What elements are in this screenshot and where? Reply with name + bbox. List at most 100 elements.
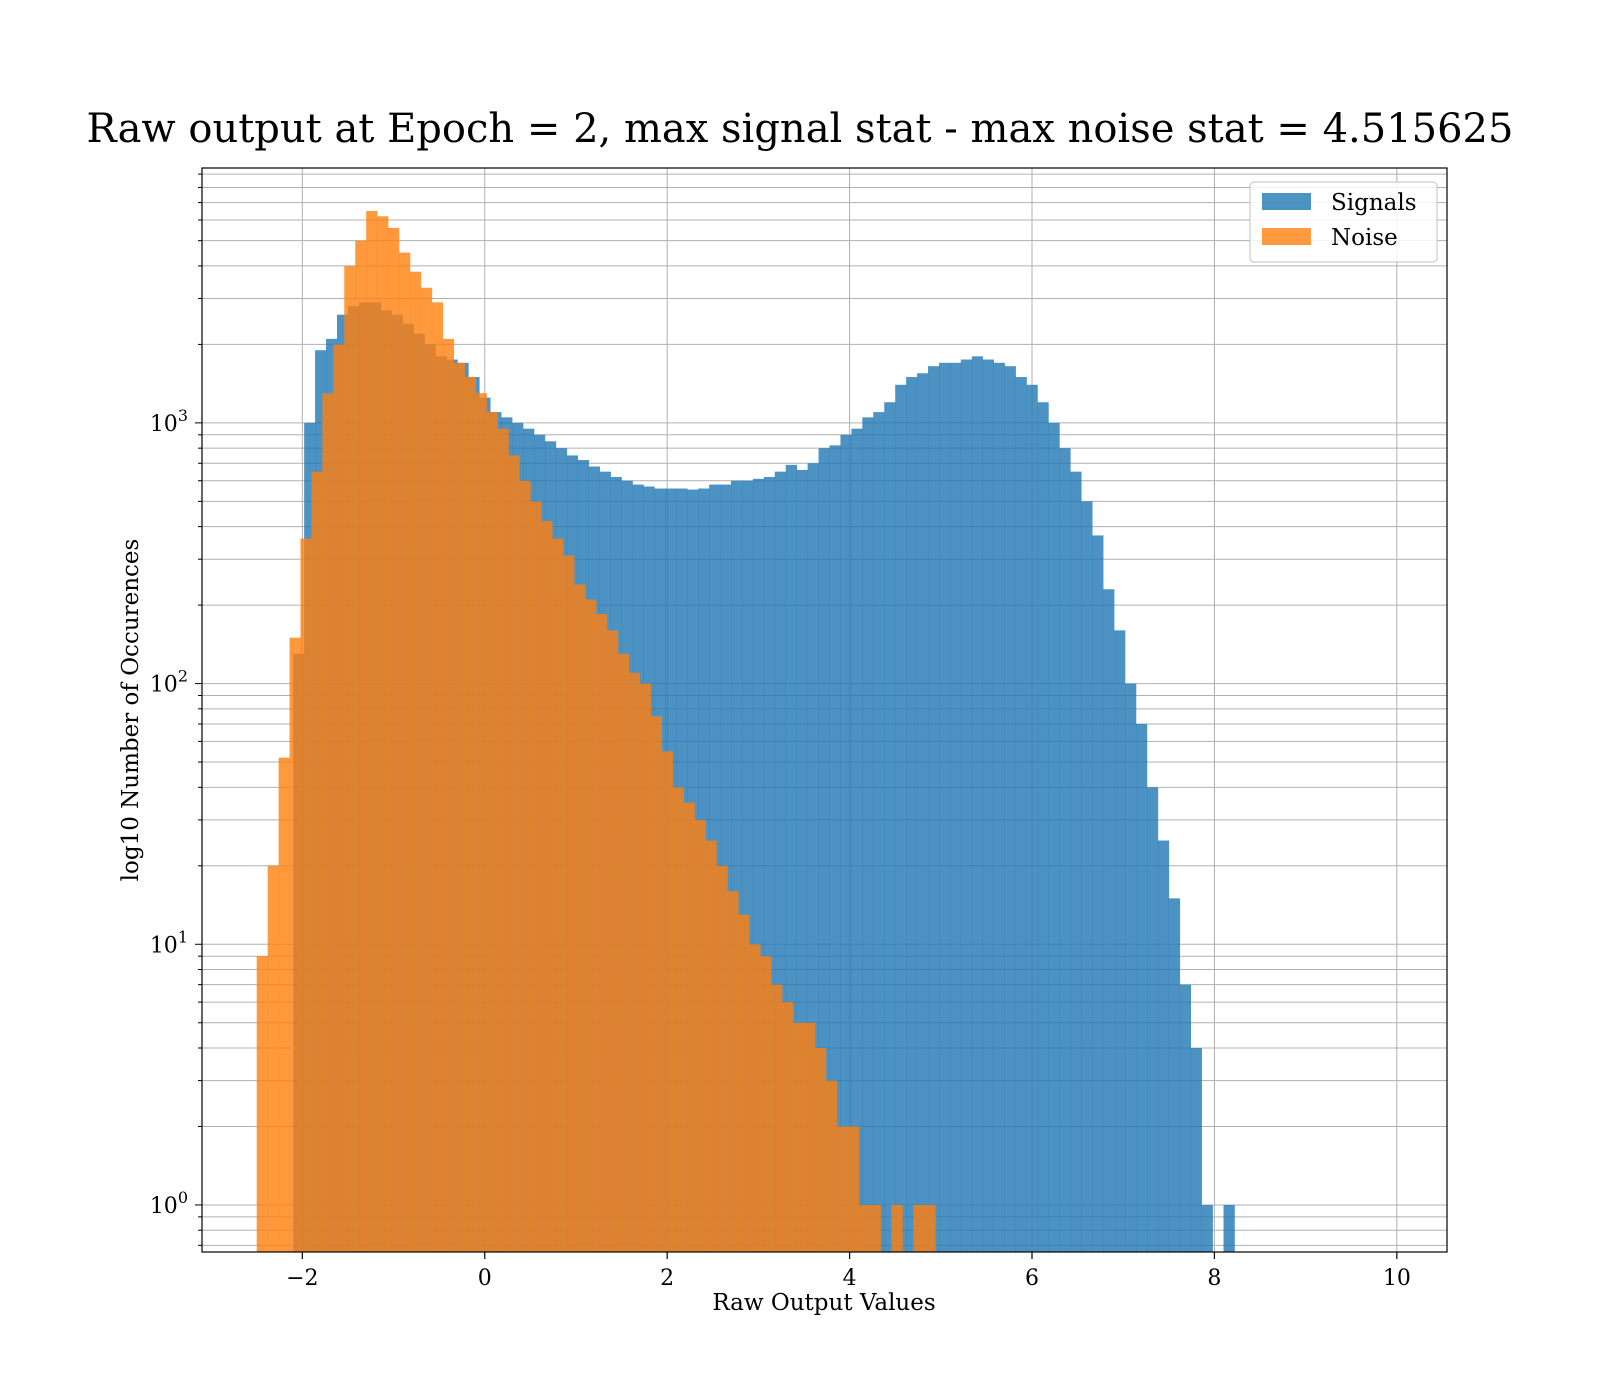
histogram-bar-noise xyxy=(771,984,783,1252)
histogram-bar-noise xyxy=(705,840,717,1252)
histogram-bar-signals xyxy=(851,428,863,1252)
histogram-bar-noise xyxy=(891,1204,903,1252)
histogram-bar-noise xyxy=(585,599,597,1252)
legend-swatch-noise xyxy=(1262,228,1311,245)
histogram-bar-signals xyxy=(840,434,852,1252)
histogram-bar-noise xyxy=(803,1022,816,1252)
histogram-bar-noise xyxy=(628,672,641,1252)
legend: Signals Noise xyxy=(1249,181,1438,263)
histogram-bar-signals xyxy=(807,463,819,1252)
histogram-bar-noise xyxy=(289,637,301,1252)
histogram-bar-noise xyxy=(541,521,553,1252)
histogram-bar-noise xyxy=(814,1048,827,1252)
histogram-bar-noise xyxy=(431,302,444,1253)
histogram-bar-signals xyxy=(1135,723,1148,1252)
histogram-bar-noise xyxy=(256,956,268,1252)
histogram-bar-noise xyxy=(420,287,433,1253)
histogram-bar-signals xyxy=(1114,630,1126,1252)
histogram-bar-signals xyxy=(1146,787,1159,1252)
histogram-bar-noise xyxy=(530,501,542,1252)
histogram-bar-noise xyxy=(617,653,630,1252)
x-tick-label: −2 xyxy=(286,1266,318,1291)
x-axis-label: Raw Output Values xyxy=(712,1290,935,1316)
y-tick-label: 102 xyxy=(150,667,188,698)
histogram-bar-noise xyxy=(825,1080,838,1252)
histogram-bar-signals xyxy=(1015,376,1027,1253)
plot-frame xyxy=(201,167,1448,1253)
histogram-bar-noise xyxy=(661,751,673,1252)
histogram-bar-signals xyxy=(1004,366,1016,1252)
histogram-bar-signals xyxy=(774,471,787,1252)
histogram-bar-noise xyxy=(563,555,575,1252)
histogram-bar-noise xyxy=(858,1204,870,1252)
x-tick-label: 0 xyxy=(478,1266,492,1291)
histogram-bar-signals xyxy=(1125,683,1137,1252)
axis-ticks: −2 0 2 4 6 8 10 100 101 102 103 xyxy=(150,173,1411,1291)
histogram-bar-signals xyxy=(818,448,830,1252)
histogram-bar-signals xyxy=(917,373,929,1252)
series-noise xyxy=(256,210,936,1253)
histogram-bar-signals xyxy=(949,362,962,1252)
histogram-bar-noise xyxy=(278,757,290,1252)
chart-title: Raw output at Epoch = 2, max signal stat… xyxy=(87,106,1514,152)
histogram-bar-noise xyxy=(344,265,356,1252)
y-tick-label: 101 xyxy=(150,927,188,958)
histogram-bar-signals xyxy=(1059,448,1071,1252)
histogram-bar-signals xyxy=(1048,422,1060,1252)
legend-label-noise: Noise xyxy=(1331,225,1398,251)
histogram-bar-noise xyxy=(377,216,389,1252)
histogram-bar-noise xyxy=(847,1126,860,1252)
x-tick-label: 4 xyxy=(843,1266,857,1291)
histogram-bar-signals xyxy=(895,384,907,1252)
histogram-bar-signals xyxy=(731,480,743,1253)
histogram-bar-noise xyxy=(508,455,520,1252)
histogram-bar-noise xyxy=(738,914,750,1252)
histogram-bar-signals xyxy=(1070,471,1082,1252)
histogram-bar-noise xyxy=(749,944,761,1252)
histogram-bar-noise xyxy=(311,471,323,1252)
histogram-bar-noise xyxy=(388,227,400,1253)
histogram-bar-noise xyxy=(760,956,772,1252)
y-tick-label: 103 xyxy=(150,406,188,437)
histogram-bar-signals xyxy=(1190,1048,1202,1252)
histogram-bar-noise xyxy=(267,865,279,1252)
histogram-bar-signals xyxy=(763,477,776,1252)
histogram-bar-signals xyxy=(906,376,918,1253)
histogram-bar-signals xyxy=(1168,898,1181,1252)
histogram-bar-signals xyxy=(1081,501,1093,1252)
histogram-bar-signals xyxy=(1179,984,1192,1252)
histogram-bar-signals xyxy=(928,366,940,1252)
histogram-bar-noise xyxy=(497,428,509,1252)
histogram-bar-signals xyxy=(1026,384,1038,1252)
histogram-bar-noise xyxy=(355,240,367,1253)
histogram-bar-noise xyxy=(639,683,652,1252)
histogram-bar-noise xyxy=(453,362,465,1252)
histogram-bar-noise xyxy=(672,787,684,1252)
x-tick-label: 6 xyxy=(1025,1266,1039,1291)
histogram-bar-signals xyxy=(982,359,994,1252)
histogram-bar-signals xyxy=(971,356,984,1253)
histogram-bar-signals xyxy=(993,362,1005,1252)
histogram-bar-noise xyxy=(869,1204,881,1252)
histogram-bar-signals xyxy=(796,469,808,1252)
histogram-bar-noise xyxy=(913,1204,925,1252)
histogram-bar-noise xyxy=(836,1126,849,1252)
histogram-bar-noise xyxy=(442,338,455,1252)
histogram-bar-signals xyxy=(741,480,754,1253)
histogram-bar-noise xyxy=(727,891,739,1252)
histogram-bar-noise xyxy=(366,210,378,1253)
histogram-bar-noise xyxy=(399,252,411,1253)
y-tick-label: 100 xyxy=(150,1188,188,1219)
histogram-bar-signals xyxy=(829,445,841,1253)
histogram-bar-noise xyxy=(552,538,564,1252)
histogram-bar-noise xyxy=(650,716,662,1252)
histogram-bar-signals xyxy=(1037,402,1049,1252)
histogram-bar-noise xyxy=(782,1002,794,1252)
histogram-bar-signals xyxy=(1223,1204,1235,1252)
legend-swatch-signals xyxy=(1262,193,1311,210)
histogram-bar-noise xyxy=(793,1022,805,1252)
histogram-bar-noise xyxy=(519,480,531,1253)
histogram-bar-noise xyxy=(464,376,476,1253)
histogram-bar-signals xyxy=(960,359,973,1252)
histogram-bar-noise xyxy=(300,538,312,1252)
